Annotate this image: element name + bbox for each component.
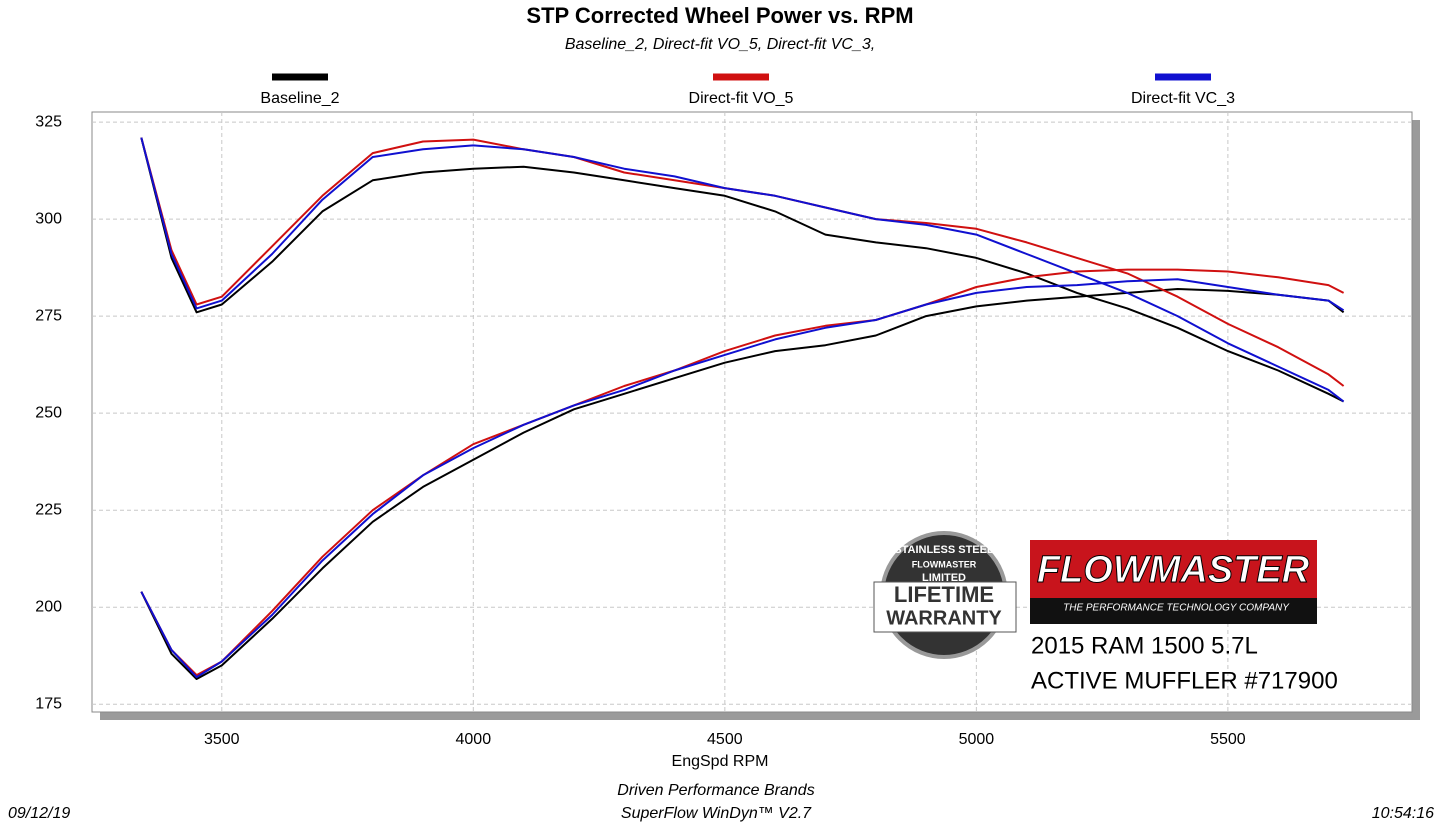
badge-text: WARRANTY: [886, 607, 1002, 629]
annotation: ACTIVE MUFFLER #717900: [1031, 667, 1338, 694]
badge-text: FLOWMASTER: [912, 559, 977, 569]
series-line: [140, 288, 1345, 680]
footer: Driven Performance Brands: [617, 782, 814, 799]
logo: FLOWMASTER THE PERFORMANCE TECHNOLOGY COM…: [1030, 540, 1317, 624]
y-tick-label: 175: [35, 695, 62, 712]
date: 09/12/19: [8, 805, 70, 822]
badge-band: [873, 581, 1017, 633]
logo-brand: FLOWMASTER: [1037, 549, 1310, 591]
legend-label: Direct-fit VO_5: [689, 90, 794, 107]
x-axis-label: EngSpd RPM: [672, 753, 769, 770]
x-tick-label: 4500: [707, 731, 743, 748]
logo-tagline: THE PERFORMANCE TECHNOLOGY COMPANY: [1063, 603, 1290, 614]
x-tick-label: 4000: [456, 731, 492, 748]
y-tick-label: 300: [35, 210, 62, 227]
y-tick-label: 250: [35, 404, 62, 421]
footer: SuperFlow WinDyn™ V2.7: [621, 805, 812, 822]
legend-label: Direct-fit VC_3: [1131, 90, 1235, 107]
annotation: 2015 RAM 1500 5.7L: [1031, 632, 1258, 659]
series-line: [140, 137, 1345, 403]
x-tick-label: 5500: [1210, 731, 1246, 748]
series-line: [140, 268, 1345, 677]
series-line: [140, 278, 1345, 679]
series-line: [140, 137, 1345, 403]
badge-text: LIMITED: [922, 572, 966, 584]
y-tick-label: 325: [35, 113, 62, 130]
logo-band: [1030, 598, 1317, 624]
chart-subtitle: Baseline_2, Direct-fit VO_5, Direct-fit …: [565, 36, 875, 53]
badge: STAINLESS STEEL FLOWMASTER LIMITEDLIFETIME…: [873, 531, 1017, 659]
y-tick-label: 200: [35, 598, 62, 615]
badge-text: LIFETIME: [894, 582, 994, 607]
y-tick-label: 275: [35, 307, 62, 324]
badge-text: STAINLESS STEEL: [894, 544, 994, 556]
x-tick-label: 3500: [204, 731, 240, 748]
y-tick-label: 225: [35, 501, 62, 518]
chart-title: STP Corrected Wheel Power vs. RPM: [526, 3, 913, 28]
x-tick-label: 5000: [959, 731, 995, 748]
legend-label: Baseline_2: [260, 90, 339, 107]
time: 10:54:16: [1372, 805, 1434, 822]
